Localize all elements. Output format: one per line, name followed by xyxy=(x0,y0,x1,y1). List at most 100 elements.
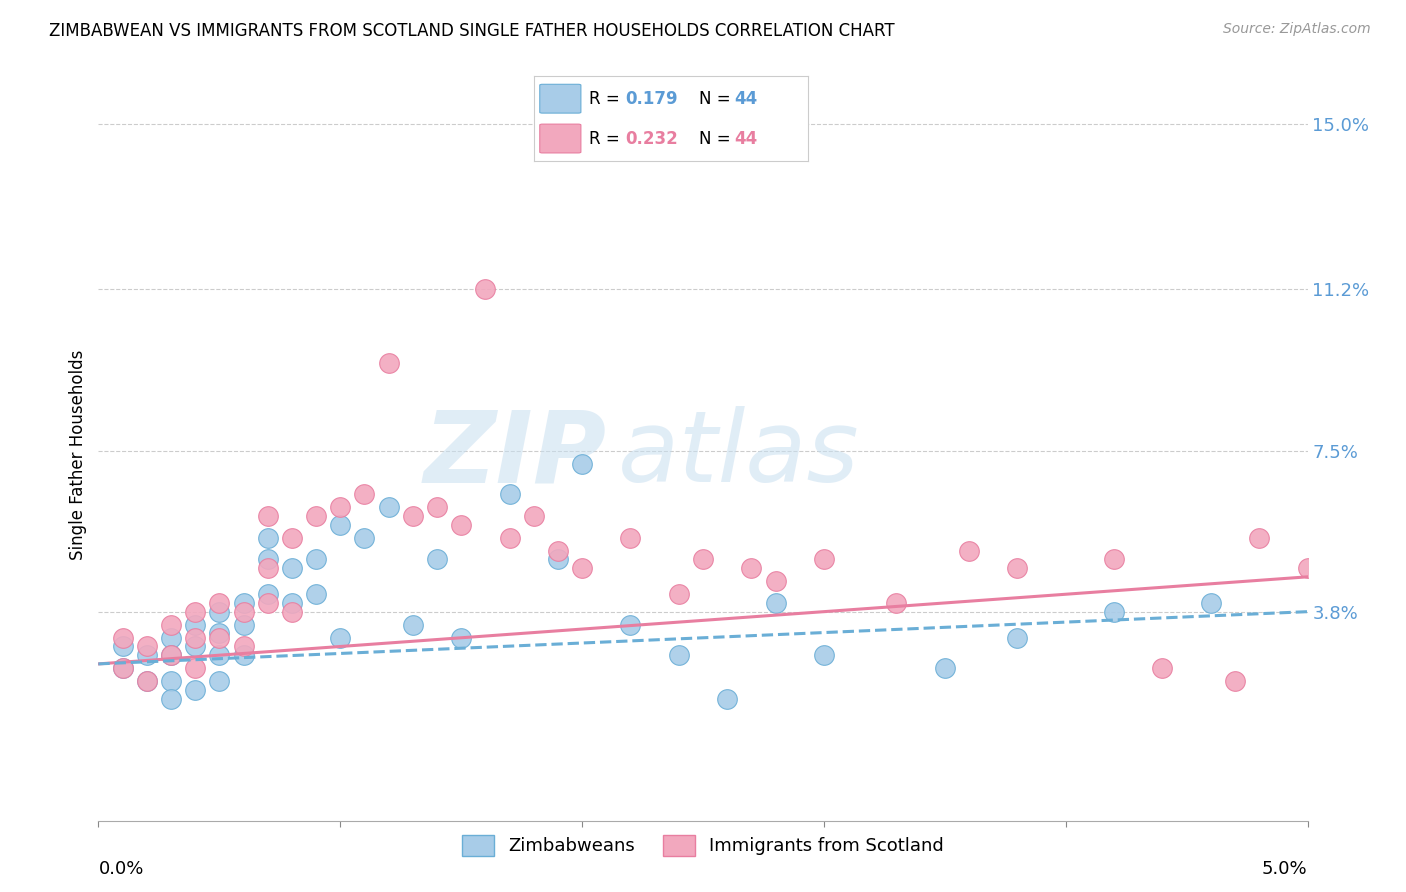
Point xyxy=(208,626,231,640)
Point xyxy=(281,605,304,619)
Point xyxy=(208,648,231,663)
Point xyxy=(160,631,183,645)
Point xyxy=(668,587,690,601)
Point xyxy=(1249,531,1271,545)
Point xyxy=(160,617,183,632)
Point xyxy=(160,691,183,706)
Text: 5.0%: 5.0% xyxy=(1263,860,1308,878)
Point xyxy=(716,691,738,706)
Point xyxy=(498,487,520,501)
Point xyxy=(886,596,908,610)
Point xyxy=(281,596,304,610)
Point xyxy=(1152,661,1174,675)
Point xyxy=(160,648,183,663)
Text: ZIMBABWEAN VS IMMIGRANTS FROM SCOTLAND SINGLE FATHER HOUSEHOLDS CORRELATION CHAR: ZIMBABWEAN VS IMMIGRANTS FROM SCOTLAND S… xyxy=(49,22,894,40)
Point xyxy=(281,531,304,545)
Point xyxy=(305,508,328,523)
Point xyxy=(256,552,278,566)
Text: N =: N = xyxy=(699,90,735,108)
Text: 44: 44 xyxy=(734,90,758,108)
Point xyxy=(135,648,157,663)
Point xyxy=(329,631,352,645)
Point xyxy=(111,661,134,675)
Point xyxy=(208,674,231,689)
Point xyxy=(208,596,231,610)
Point xyxy=(184,683,207,698)
Point xyxy=(1007,561,1029,575)
Point xyxy=(450,517,472,532)
Point xyxy=(208,605,231,619)
Point xyxy=(571,457,593,471)
Point xyxy=(1223,674,1246,689)
Point xyxy=(256,587,278,601)
Point xyxy=(377,356,399,371)
Point xyxy=(160,674,183,689)
Point xyxy=(111,631,134,645)
Point xyxy=(135,674,157,689)
Point xyxy=(353,487,375,501)
Point xyxy=(692,552,714,566)
Point xyxy=(135,674,157,689)
Point xyxy=(111,640,134,654)
Text: R =: R = xyxy=(589,129,626,147)
Point xyxy=(256,561,278,575)
Point xyxy=(329,517,352,532)
Point xyxy=(426,552,449,566)
Point xyxy=(256,531,278,545)
Point xyxy=(668,648,690,663)
Point xyxy=(402,508,425,523)
Point xyxy=(232,648,254,663)
Text: ZIP: ZIP xyxy=(423,407,606,503)
Point xyxy=(813,552,835,566)
Point xyxy=(208,631,231,645)
Point xyxy=(1102,605,1125,619)
Point xyxy=(160,648,183,663)
Point xyxy=(135,640,157,654)
Point xyxy=(813,648,835,663)
Y-axis label: Single Father Households: Single Father Households xyxy=(69,350,87,560)
Point xyxy=(1007,631,1029,645)
Point xyxy=(232,596,254,610)
Point xyxy=(353,531,375,545)
Point xyxy=(256,508,278,523)
Text: atlas: atlas xyxy=(619,407,860,503)
Point xyxy=(402,617,425,632)
Text: 0.179: 0.179 xyxy=(624,90,678,108)
Point xyxy=(765,596,787,610)
Point xyxy=(256,596,278,610)
Text: R =: R = xyxy=(589,90,626,108)
Point xyxy=(305,552,328,566)
Point xyxy=(547,543,569,558)
Text: N =: N = xyxy=(699,129,735,147)
Point xyxy=(1199,596,1222,610)
FancyBboxPatch shape xyxy=(540,85,581,113)
Point xyxy=(498,531,520,545)
Point xyxy=(765,574,787,589)
FancyBboxPatch shape xyxy=(540,124,581,153)
Point xyxy=(232,605,254,619)
Point xyxy=(619,531,641,545)
Point xyxy=(111,661,134,675)
Point xyxy=(184,605,207,619)
Text: 0.232: 0.232 xyxy=(624,129,678,147)
Point xyxy=(474,283,496,297)
Point xyxy=(523,508,546,523)
Point xyxy=(305,587,328,601)
Text: 44: 44 xyxy=(734,129,758,147)
Point xyxy=(329,500,352,515)
Legend: Zimbabweans, Immigrants from Scotland: Zimbabweans, Immigrants from Scotland xyxy=(454,828,952,863)
Point xyxy=(450,631,472,645)
Point xyxy=(934,661,956,675)
Point xyxy=(426,500,449,515)
Point xyxy=(619,617,641,632)
Point xyxy=(740,561,762,575)
Text: Source: ZipAtlas.com: Source: ZipAtlas.com xyxy=(1223,22,1371,37)
Text: 0.0%: 0.0% xyxy=(98,860,143,878)
Point xyxy=(377,500,399,515)
Point xyxy=(547,552,569,566)
Point xyxy=(184,640,207,654)
Point xyxy=(184,617,207,632)
Point xyxy=(184,661,207,675)
Point xyxy=(281,561,304,575)
Point xyxy=(232,640,254,654)
